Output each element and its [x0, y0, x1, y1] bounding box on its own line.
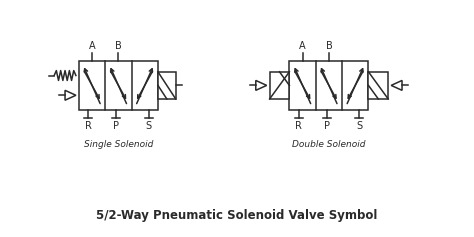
- Bar: [158, 72, 176, 99]
- Text: A: A: [89, 41, 95, 51]
- Text: B: B: [326, 41, 332, 51]
- Bar: [290, 61, 368, 110]
- Text: S: S: [356, 121, 362, 131]
- Bar: [79, 61, 158, 110]
- Text: R: R: [295, 121, 302, 131]
- Text: 5/2-Way Pneumatic Solenoid Valve Symbol: 5/2-Way Pneumatic Solenoid Valve Symbol: [96, 209, 378, 222]
- Bar: [368, 72, 388, 99]
- Text: A: A: [299, 41, 306, 51]
- Text: P: P: [324, 121, 330, 131]
- Bar: [270, 72, 290, 99]
- Text: R: R: [85, 121, 91, 131]
- Text: B: B: [115, 41, 122, 51]
- Text: Double Solenoid: Double Solenoid: [292, 140, 365, 149]
- Text: S: S: [146, 121, 152, 131]
- Text: P: P: [113, 121, 119, 131]
- Text: Single Solenoid: Single Solenoid: [84, 140, 153, 149]
